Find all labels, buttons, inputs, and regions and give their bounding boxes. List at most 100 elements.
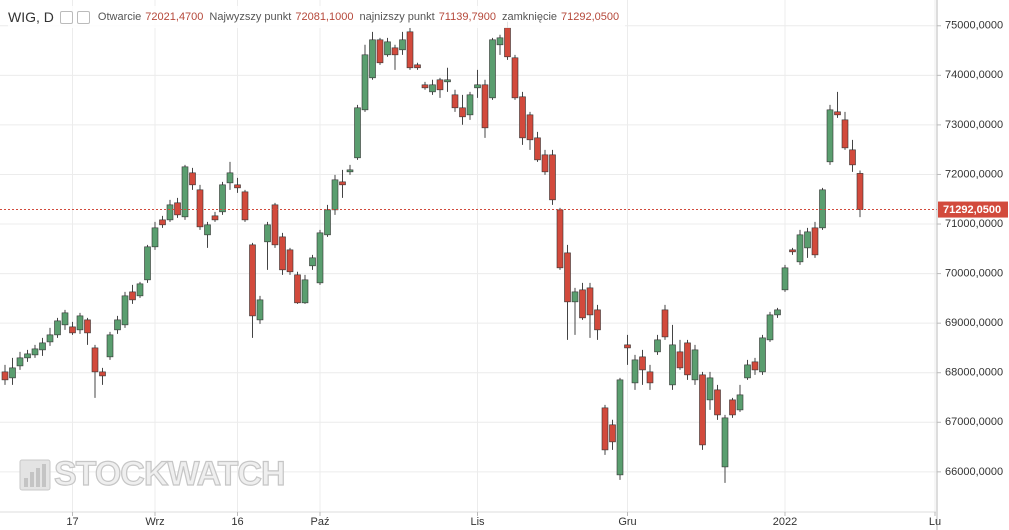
y-tick-label: 69000,0000 xyxy=(945,317,1003,329)
candle-body xyxy=(346,169,354,173)
candle-body xyxy=(369,39,376,79)
candle-body xyxy=(646,371,654,384)
candle-body xyxy=(856,173,864,210)
field-label: Otwarcie xyxy=(97,11,142,23)
icon[interactable] xyxy=(76,10,90,24)
candle-body xyxy=(331,179,339,211)
x-tick-label: 17 xyxy=(66,516,78,528)
candle-body xyxy=(234,184,241,189)
axes: 66000,0000 67000,0000 68000,0000 69000,0000… xyxy=(66,20,1008,528)
candle-body xyxy=(421,84,429,89)
candle-body xyxy=(744,364,751,379)
x-tick-label: Gru xyxy=(618,516,636,528)
y-tick-label: 75000,0000 xyxy=(945,20,1003,32)
candle-body xyxy=(834,111,841,116)
candle-body xyxy=(759,337,766,373)
grid xyxy=(0,0,937,512)
candle-body xyxy=(174,202,181,216)
candle-body xyxy=(399,39,406,51)
field-label: zamknięcie xyxy=(502,11,558,23)
candle-body xyxy=(691,349,699,381)
candle-body xyxy=(16,357,24,367)
candle-body xyxy=(556,209,564,269)
y-tick-label: 71000,0000 xyxy=(945,218,1003,230)
y-tick-label: 66000,0000 xyxy=(945,466,1003,478)
candle-body xyxy=(264,224,271,243)
candle-body xyxy=(189,172,196,186)
candle-body xyxy=(729,399,736,416)
watermark-icon-bar xyxy=(42,464,46,487)
watermark: STOCKWATCH xyxy=(19,454,286,494)
candle-body xyxy=(429,84,436,93)
x-tick-label: Lu xyxy=(929,516,941,528)
candle-body xyxy=(69,326,76,334)
candle-body xyxy=(106,334,114,358)
candle-body xyxy=(324,209,331,236)
candle-body xyxy=(279,236,286,271)
x-tick-label: Wrz xyxy=(145,516,164,528)
candle-body xyxy=(226,172,234,184)
symbol: WIG, D xyxy=(8,9,54,25)
field-value: 71292,0500 xyxy=(561,11,620,23)
candle-body xyxy=(616,379,624,476)
price-label: 71292,0500 xyxy=(943,204,1001,216)
candle-body xyxy=(496,37,504,46)
candle-body xyxy=(354,107,361,159)
header-icons[interactable] xyxy=(59,10,90,24)
y-tick-label: 70000,0000 xyxy=(945,268,1003,280)
candle-body xyxy=(99,371,106,377)
watermark-text: STOCKWATCH xyxy=(54,455,285,493)
icon[interactable] xyxy=(59,10,73,24)
candle-body xyxy=(541,154,549,173)
candle-body xyxy=(24,353,31,359)
candle-body xyxy=(586,287,594,316)
candle-body xyxy=(549,154,556,201)
candle-body xyxy=(654,339,661,353)
candle-body xyxy=(256,299,264,321)
candle-body xyxy=(774,309,781,316)
candle-body xyxy=(271,204,279,246)
candle-body xyxy=(376,39,384,64)
x-tick-label: Lis xyxy=(470,516,485,528)
candle-body xyxy=(481,84,489,129)
candle-body xyxy=(436,79,444,91)
candle-body xyxy=(781,267,789,291)
candle-body xyxy=(151,227,159,248)
candle-body xyxy=(661,309,669,338)
candle-body xyxy=(159,219,166,226)
candle-body xyxy=(534,137,541,161)
candle-body xyxy=(564,252,571,303)
candle-body xyxy=(639,356,646,371)
y-tick-label: 67000,0000 xyxy=(945,416,1003,428)
candle-body xyxy=(181,166,189,218)
candle-body xyxy=(714,389,721,416)
candle-body xyxy=(519,96,526,139)
candle-body xyxy=(204,224,211,236)
candle-body xyxy=(84,319,91,334)
candle-body xyxy=(826,109,834,163)
candle-body xyxy=(624,344,631,349)
candle-body xyxy=(526,114,534,141)
candle-body xyxy=(459,107,466,118)
candle-body xyxy=(699,374,706,446)
candle-body xyxy=(144,246,151,281)
candle-body xyxy=(241,191,249,221)
x-tick-label: 2022 xyxy=(773,516,797,528)
candle-body xyxy=(841,119,849,149)
candle-body xyxy=(361,54,369,111)
candle-body xyxy=(631,359,639,384)
candle-body xyxy=(301,279,309,304)
candle-body xyxy=(684,342,691,376)
legend-header: WIG, D Otwarcie 72021,4700 Najwyzszy punkt… xyxy=(8,6,626,28)
candle-body xyxy=(196,189,204,228)
candle-body xyxy=(819,189,826,229)
y-tick-label: 68000,0000 xyxy=(945,367,1003,379)
candle-body xyxy=(136,283,144,297)
candle-body xyxy=(594,309,601,331)
candle-body xyxy=(451,94,459,109)
candle-body xyxy=(39,342,46,351)
candle-body xyxy=(766,314,774,341)
candle-body xyxy=(211,215,219,221)
